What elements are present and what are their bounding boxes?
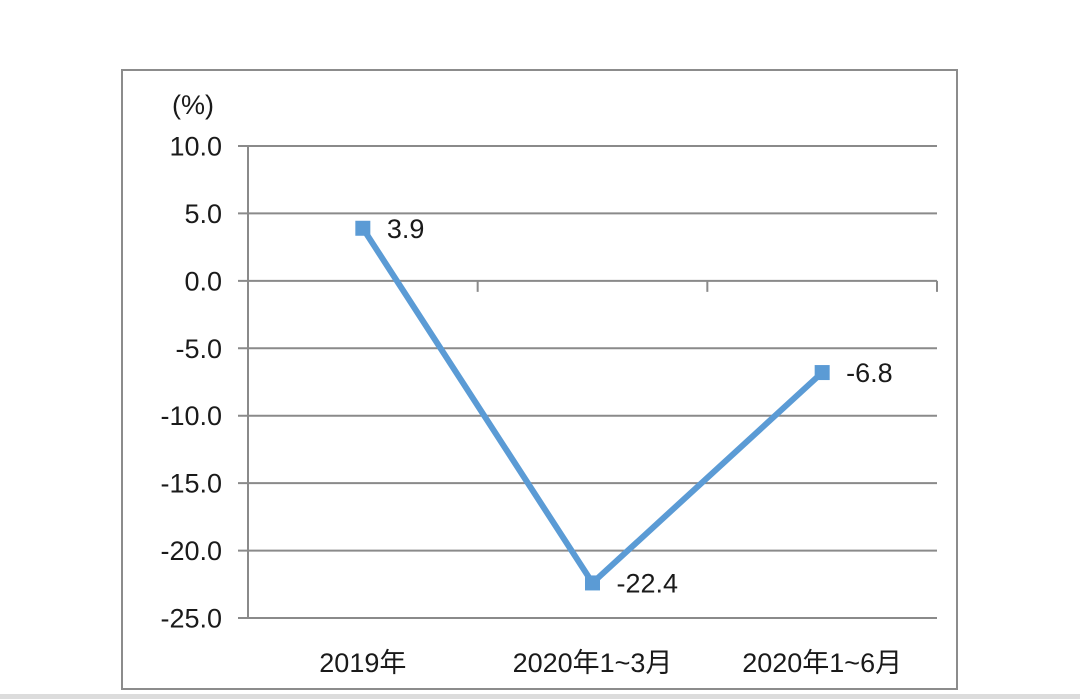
y-axis-unit-label: (%)	[172, 90, 214, 120]
x-category-label: 2020年1~6月	[742, 648, 902, 678]
data-marker	[814, 365, 830, 381]
x-category-label: 2020年1~3月	[513, 648, 673, 678]
data-label: 3.9	[387, 214, 425, 244]
y-tick-label: 10.0	[169, 132, 222, 162]
y-tick-label: 5.0	[184, 199, 222, 229]
data-label: -6.8	[846, 358, 893, 388]
y-tick-label: -25.0	[160, 604, 222, 634]
data-label: -22.4	[617, 568, 679, 598]
data-marker	[585, 575, 600, 591]
chart-svg: 10.0 5.0 0.0 -5.0 -10.0 -15.0 -20.0 -25.0 3.9 -22…	[160, 132, 938, 678]
y-tick-label: 0.0	[184, 266, 222, 296]
chart-frame: (%) 10.0 5.0 0.0 -5.0 -10.0 -15.0 -20.0 -25.0 3.…	[121, 69, 958, 690]
y-tick-label: -15.0	[160, 469, 222, 499]
y-tick-label: -10.0	[160, 401, 222, 431]
data-marker	[355, 220, 371, 236]
image-bottom-edge	[0, 694, 1080, 699]
y-tick-label: -5.0	[175, 334, 222, 364]
x-category-label: 2019年	[319, 648, 406, 678]
y-tick-label: -20.0	[160, 536, 222, 566]
